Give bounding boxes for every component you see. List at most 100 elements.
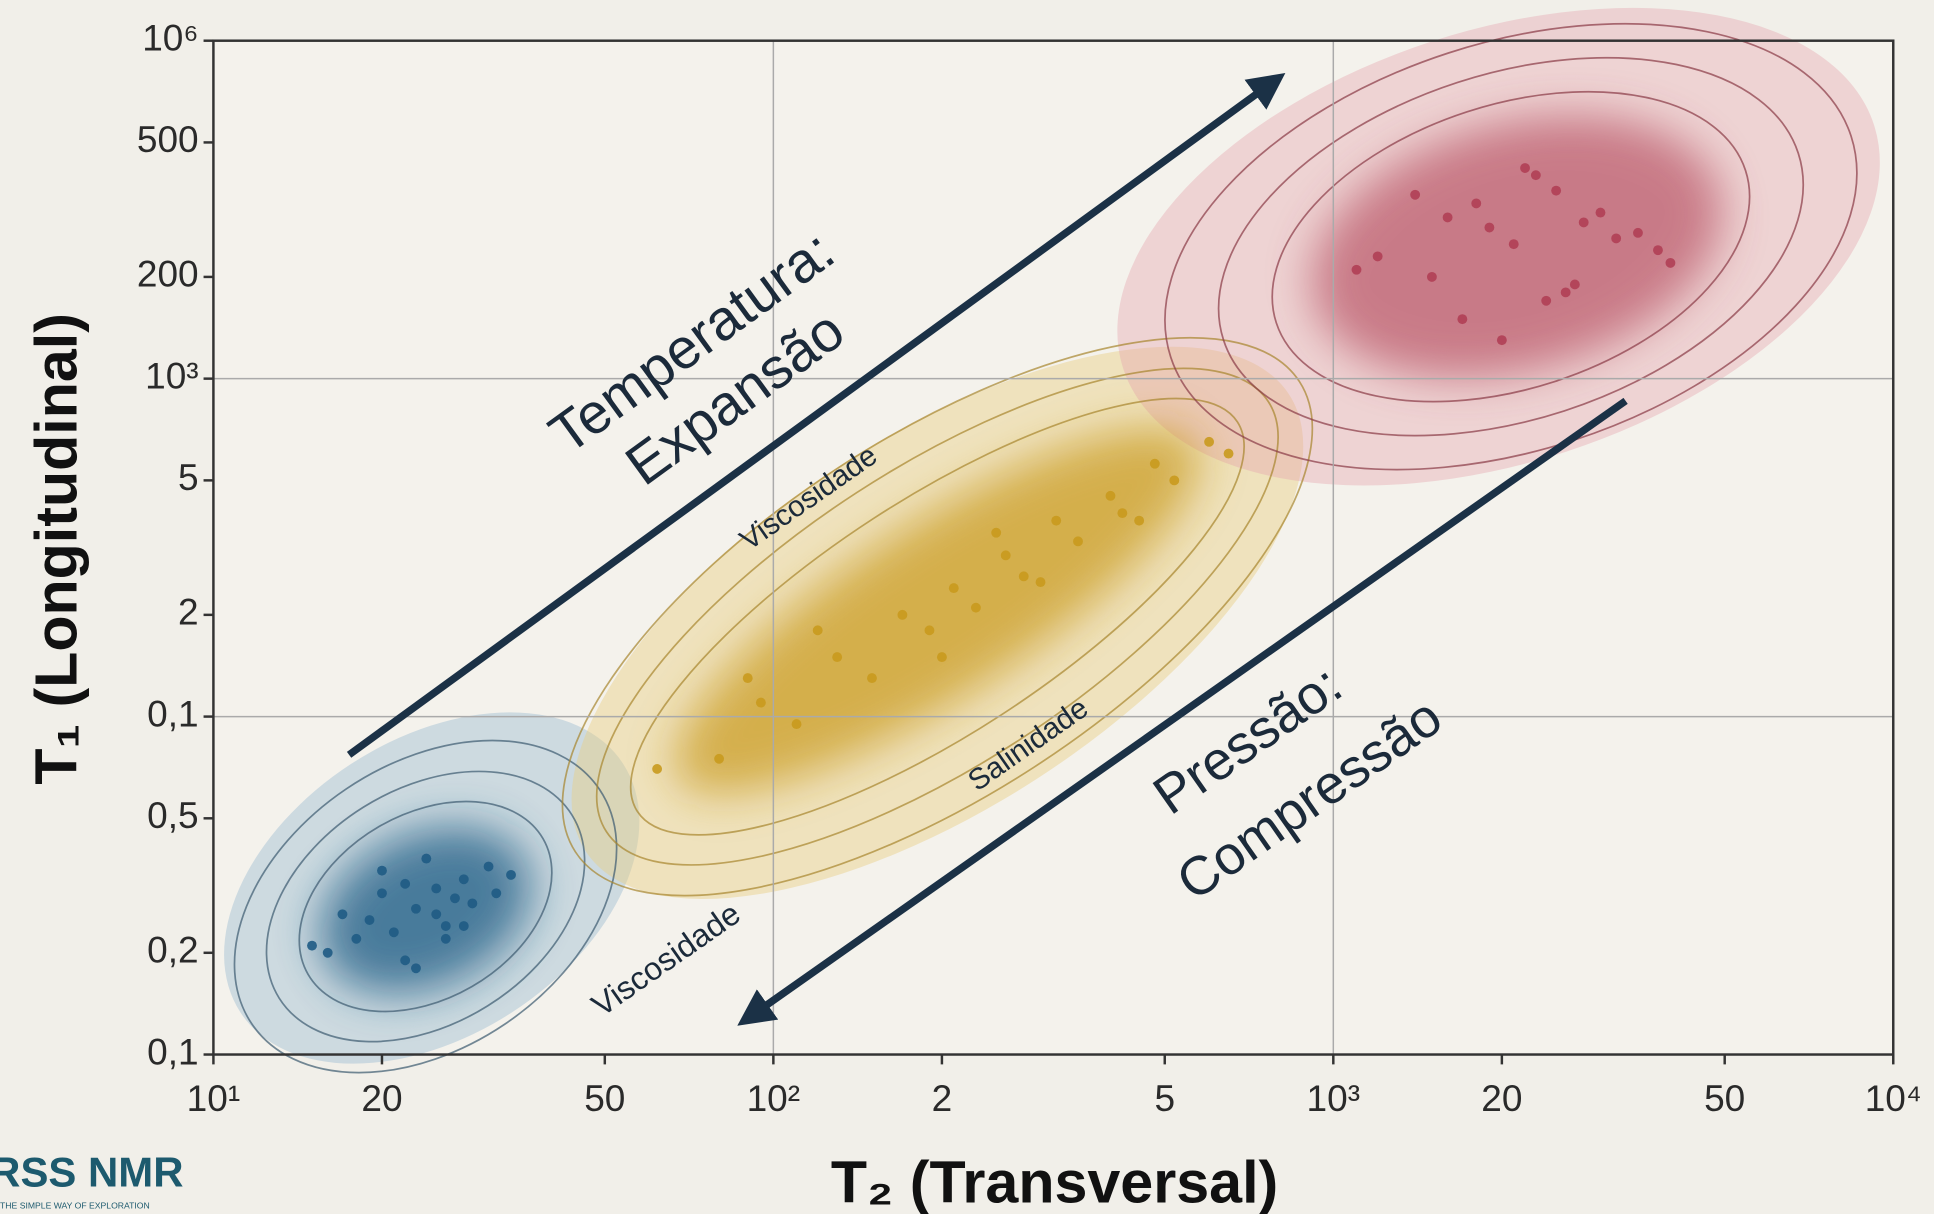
y-tick-label: 5	[178, 457, 199, 498]
scatter-point	[491, 888, 502, 899]
scatter-point	[364, 915, 375, 925]
y-tick-label: 0,5	[147, 795, 198, 836]
scatter-point	[652, 763, 663, 774]
scatter-point	[431, 909, 442, 920]
scatter-point	[411, 903, 421, 914]
scatter-point	[897, 609, 908, 620]
arrow	[346, 72, 1286, 758]
x-tick-label: 10⁴	[1865, 1078, 1922, 1119]
scatter-point	[1410, 189, 1421, 200]
x-tick-label: 10¹	[187, 1078, 240, 1119]
x-tick-label: 50	[584, 1078, 625, 1119]
scatter-point	[1117, 508, 1128, 519]
scatter-point	[1169, 475, 1180, 486]
scatter-point	[1442, 212, 1453, 223]
x-tick-label: 10²	[747, 1078, 800, 1119]
scatter-point	[948, 583, 959, 594]
scatter-point	[1471, 198, 1482, 209]
scatter-point	[867, 673, 877, 684]
scatter-point	[506, 869, 516, 880]
scatter-point	[431, 883, 442, 894]
scatter-point	[411, 963, 421, 974]
x-tick-label: 2	[932, 1078, 953, 1119]
scatter-point	[1073, 536, 1083, 547]
scatter-point	[791, 719, 802, 730]
y-tick-label: 200	[137, 254, 199, 295]
x-tick-label: 20	[361, 1078, 402, 1119]
logo-name: RSS NMR	[0, 1148, 184, 1195]
scatter-point	[1611, 233, 1622, 244]
x-axis-title: T₂ (Transversal)	[831, 1149, 1278, 1214]
x-tick-label: 10³	[1307, 1078, 1360, 1119]
plot-frame	[212, 39, 1895, 1056]
y-tick-label: 0,1	[147, 693, 198, 734]
scatter-point	[400, 878, 411, 889]
scatter-point	[440, 933, 451, 944]
scatter-point	[1653, 245, 1663, 256]
scatter-point	[1633, 227, 1643, 238]
scatter-point	[337, 909, 348, 920]
x-tick-label: 5	[1154, 1078, 1175, 1119]
scatter-point	[400, 955, 411, 966]
y-tick-label: 500	[137, 119, 199, 160]
scatter-point	[1595, 207, 1606, 218]
scatter-point	[1372, 251, 1383, 262]
scatter-point	[755, 697, 766, 708]
scatter-point	[1351, 264, 1362, 275]
y-axis-title: T₁ (Longitudinal)	[23, 313, 90, 785]
scatter-point	[1569, 279, 1580, 290]
scatter-point	[1530, 170, 1541, 181]
scatter-point	[440, 921, 451, 931]
scatter-point	[1204, 436, 1215, 447]
scatter-point	[1426, 271, 1437, 282]
scatter-point	[467, 898, 478, 909]
scatter-point	[450, 893, 460, 904]
scatter-point	[421, 853, 432, 864]
scatter-point	[1035, 577, 1046, 588]
scatter-point	[1520, 163, 1530, 173]
scatter-point	[351, 933, 362, 944]
scatter-point	[322, 947, 333, 958]
scatter-point	[812, 625, 823, 636]
scatter-point	[1560, 287, 1571, 298]
scatter-point	[1541, 295, 1552, 306]
scatter-point	[1105, 490, 1116, 501]
y-tick-label: 10³	[145, 355, 198, 396]
scatter-point	[377, 888, 387, 899]
y-tick-label: 10⁶	[142, 17, 198, 58]
scatter-point	[970, 602, 981, 613]
scatter-point	[714, 753, 725, 764]
arrow	[737, 397, 1628, 1026]
scatter-point	[1484, 222, 1495, 233]
scatter-point	[388, 927, 399, 938]
scatter-point	[458, 921, 469, 931]
scatter-point	[1149, 458, 1160, 469]
scatter-point	[1508, 239, 1519, 250]
x-tick-label: 50	[1704, 1078, 1745, 1119]
scatter-point	[832, 652, 843, 663]
scatter-point	[1051, 515, 1062, 526]
scatter-point	[458, 874, 469, 885]
y-tick-label: 0,1	[147, 1031, 198, 1072]
scatter-point	[742, 673, 753, 684]
scatter-point	[307, 940, 317, 951]
scatter-point	[1496, 335, 1507, 346]
scatter-point	[1665, 257, 1676, 268]
scatter-point	[991, 527, 1002, 538]
scatter-point	[483, 861, 494, 872]
scatter-point	[1578, 217, 1589, 228]
x-tick-label: 20	[1481, 1078, 1522, 1119]
y-tick-label: 2	[178, 592, 199, 633]
scatter-point	[377, 865, 387, 876]
scatter-point	[1223, 448, 1234, 459]
y-tick-label: 0,2	[147, 930, 198, 971]
scatter-point	[1018, 571, 1029, 582]
scatter-point	[1134, 515, 1145, 526]
scatter-point	[924, 625, 935, 636]
logo-tagline: THE SIMPLE WAY OF EXPLORATION	[0, 1201, 150, 1211]
scatter-point	[1000, 550, 1011, 561]
scatter-point	[1457, 314, 1468, 325]
scatter-point	[936, 652, 947, 663]
scatter-point	[1551, 185, 1562, 196]
